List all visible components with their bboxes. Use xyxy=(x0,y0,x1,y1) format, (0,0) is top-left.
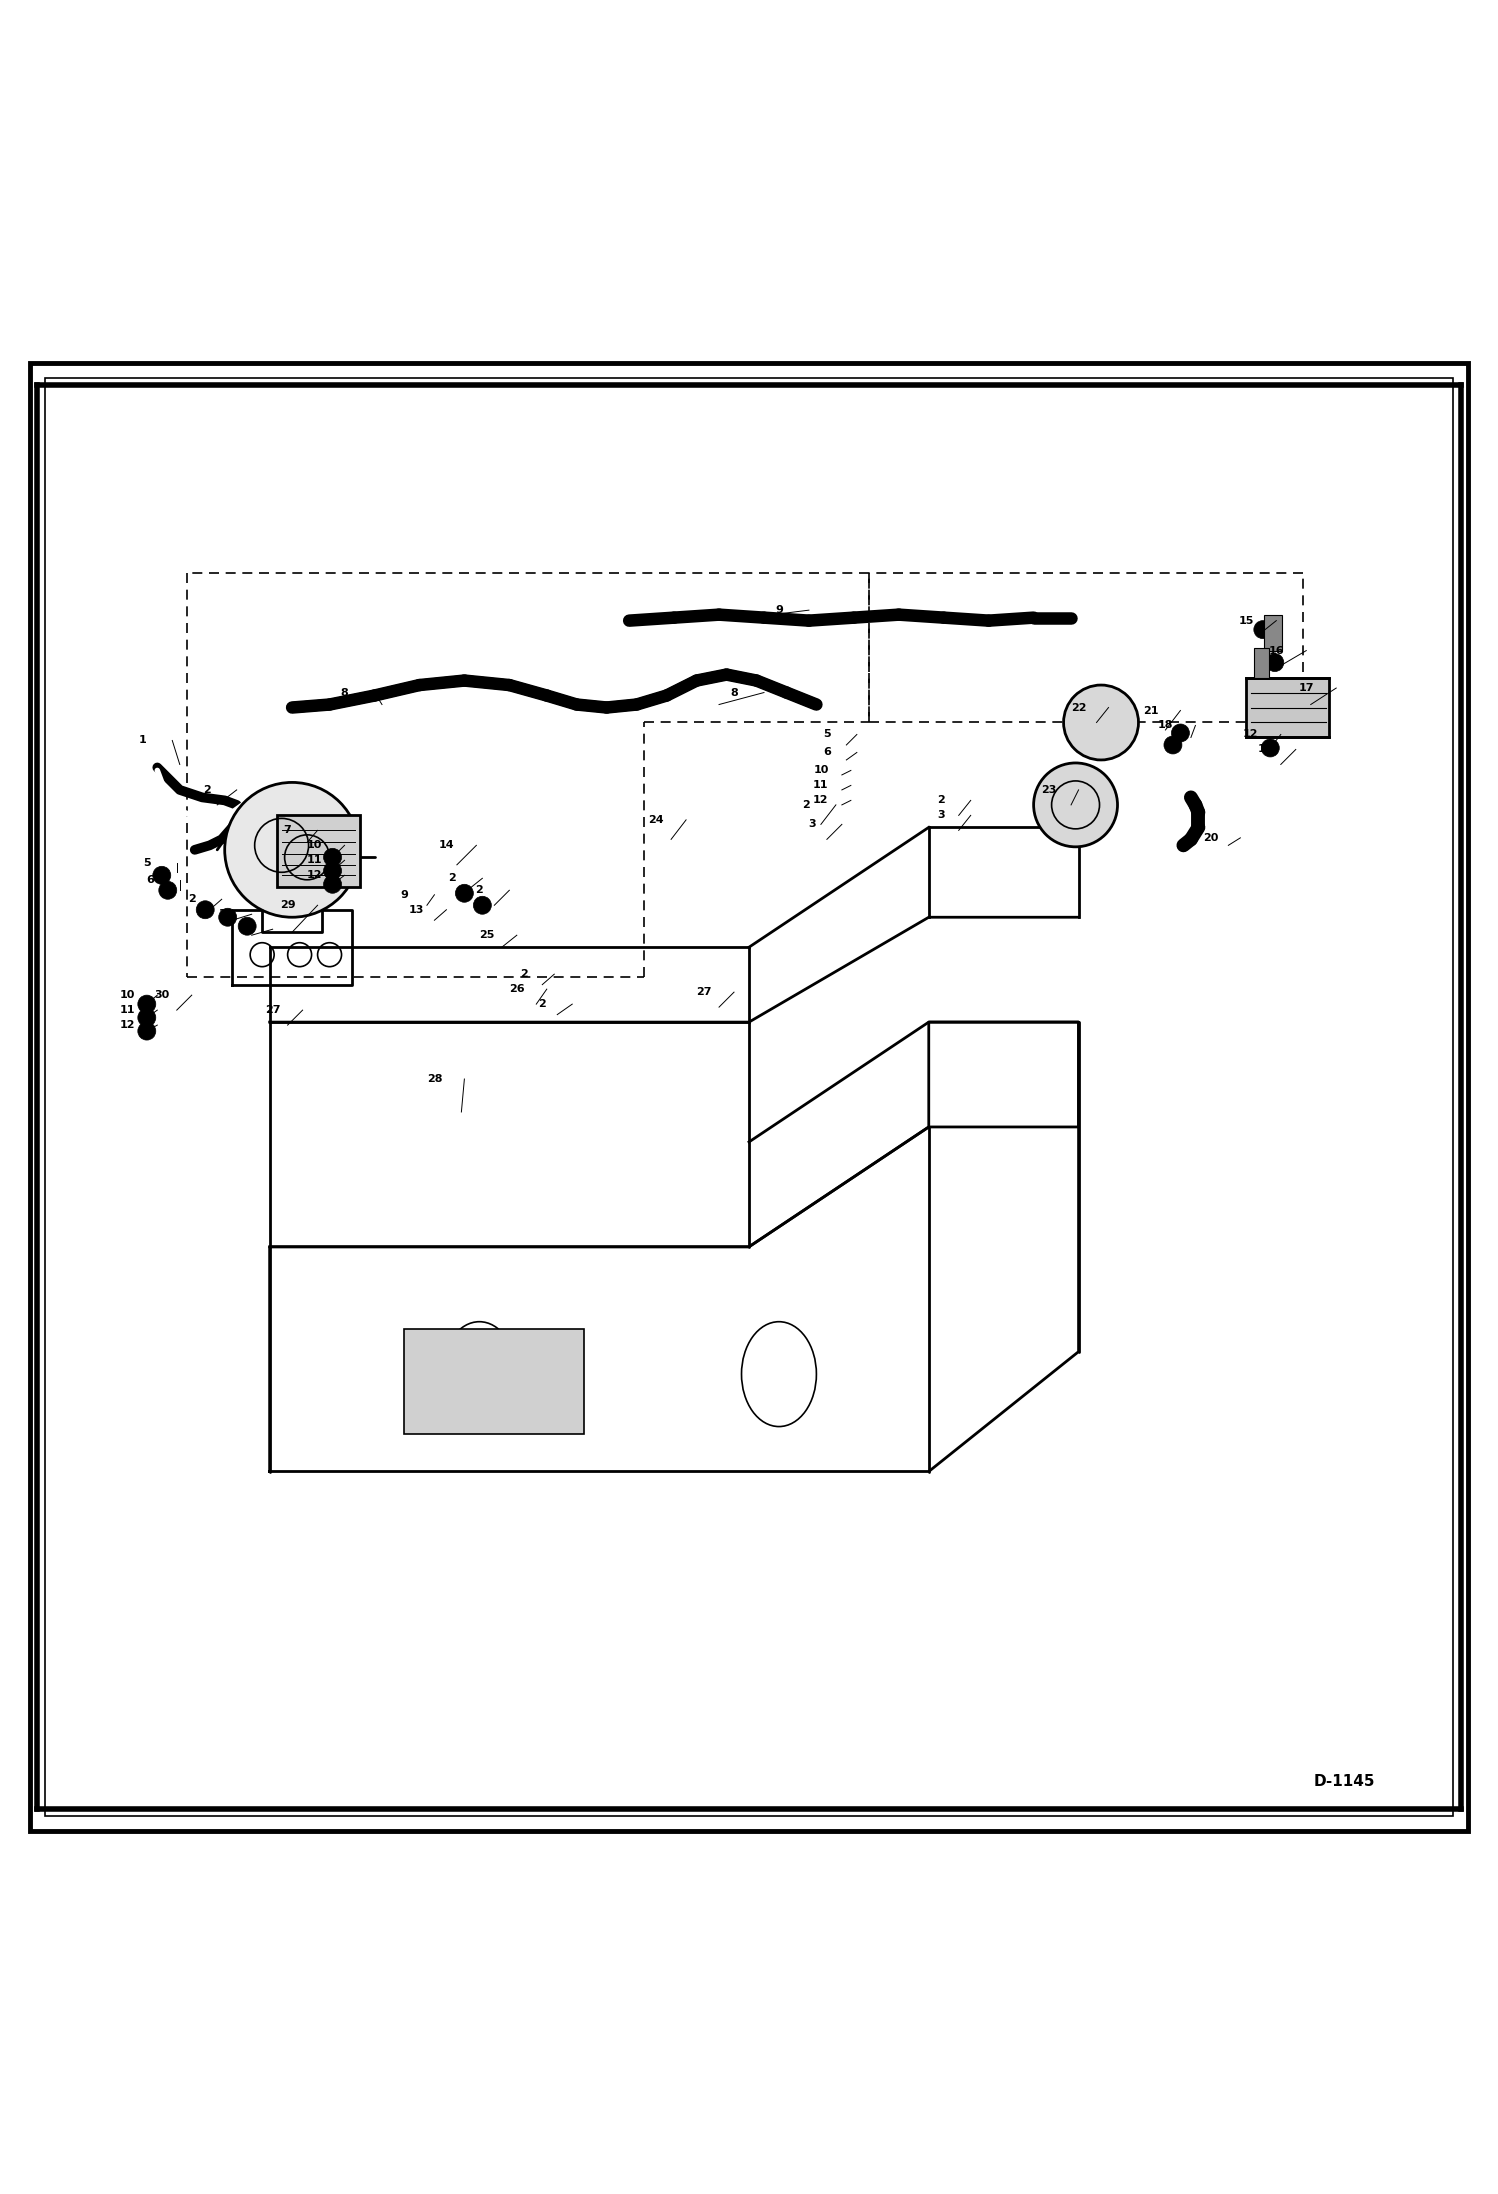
Bar xyxy=(1246,678,1329,737)
Circle shape xyxy=(1171,724,1189,742)
Text: 8: 8 xyxy=(340,687,349,698)
Circle shape xyxy=(324,875,342,893)
Circle shape xyxy=(153,867,171,884)
Text: 9: 9 xyxy=(774,606,783,614)
Text: 15: 15 xyxy=(1239,617,1254,625)
Text: 24: 24 xyxy=(649,814,664,825)
Text: 28: 28 xyxy=(427,1075,442,1084)
Circle shape xyxy=(1034,764,1118,847)
Text: 21: 21 xyxy=(1143,706,1158,715)
Text: 17: 17 xyxy=(1299,682,1314,693)
Text: 2: 2 xyxy=(801,801,810,810)
Text: 6: 6 xyxy=(822,748,831,757)
Text: 7: 7 xyxy=(283,825,292,836)
Circle shape xyxy=(1266,654,1284,671)
Text: 12: 12 xyxy=(813,796,828,805)
Text: 10: 10 xyxy=(307,840,322,851)
Text: 27: 27 xyxy=(697,987,712,996)
Circle shape xyxy=(1064,685,1138,759)
Circle shape xyxy=(455,884,473,902)
Circle shape xyxy=(238,917,256,935)
Text: 10: 10 xyxy=(120,989,135,1000)
Circle shape xyxy=(324,849,342,867)
Text: 18: 18 xyxy=(1158,720,1173,731)
Text: 5: 5 xyxy=(142,858,151,869)
Text: 14: 14 xyxy=(439,840,454,851)
Circle shape xyxy=(138,996,156,1014)
Circle shape xyxy=(1254,621,1272,638)
Text: 2: 2 xyxy=(448,873,457,884)
Text: D-1145: D-1145 xyxy=(1314,1775,1375,1788)
Circle shape xyxy=(159,882,177,900)
Text: 16: 16 xyxy=(1269,645,1284,656)
Text: 27: 27 xyxy=(265,1005,280,1016)
Text: 12: 12 xyxy=(1243,728,1258,739)
Text: 2: 2 xyxy=(520,970,529,979)
Text: 22: 22 xyxy=(1071,702,1086,713)
Circle shape xyxy=(138,1009,156,1027)
Text: 11: 11 xyxy=(120,1005,135,1016)
Text: 2: 2 xyxy=(936,796,945,805)
Text: 20: 20 xyxy=(1203,834,1218,842)
Bar xyxy=(277,816,360,886)
Text: 23: 23 xyxy=(1041,785,1056,794)
Text: 29: 29 xyxy=(280,900,295,911)
Text: 8: 8 xyxy=(730,687,739,698)
Text: 5: 5 xyxy=(822,728,831,739)
Text: 2: 2 xyxy=(475,884,484,895)
Text: 2: 2 xyxy=(202,785,211,794)
Circle shape xyxy=(1164,735,1182,755)
Text: 30: 30 xyxy=(154,989,169,1000)
Circle shape xyxy=(324,862,342,880)
Text: 12: 12 xyxy=(307,871,322,880)
Bar xyxy=(404,1330,584,1435)
Text: 19: 19 xyxy=(1258,744,1273,755)
Text: 2: 2 xyxy=(187,895,196,904)
Text: 3: 3 xyxy=(807,818,816,829)
Circle shape xyxy=(225,783,360,917)
Circle shape xyxy=(473,897,491,915)
Bar xyxy=(1254,647,1269,678)
Circle shape xyxy=(196,902,214,919)
Text: 25: 25 xyxy=(479,930,494,941)
Text: 2: 2 xyxy=(538,998,547,1009)
Text: 13: 13 xyxy=(409,904,424,915)
Text: 10: 10 xyxy=(813,766,828,774)
Bar xyxy=(1264,614,1282,652)
Text: 3: 3 xyxy=(217,908,226,919)
Text: 6: 6 xyxy=(145,875,154,884)
Text: 12: 12 xyxy=(120,1020,135,1031)
Text: 26: 26 xyxy=(509,985,524,994)
Text: 3: 3 xyxy=(936,810,945,821)
Text: 4: 4 xyxy=(238,924,247,935)
Text: 1: 1 xyxy=(138,735,147,746)
Circle shape xyxy=(219,908,237,926)
Circle shape xyxy=(138,1022,156,1040)
Text: 11: 11 xyxy=(813,781,828,790)
Circle shape xyxy=(1261,739,1279,757)
Text: 9: 9 xyxy=(400,891,409,900)
Text: 11: 11 xyxy=(307,856,322,864)
